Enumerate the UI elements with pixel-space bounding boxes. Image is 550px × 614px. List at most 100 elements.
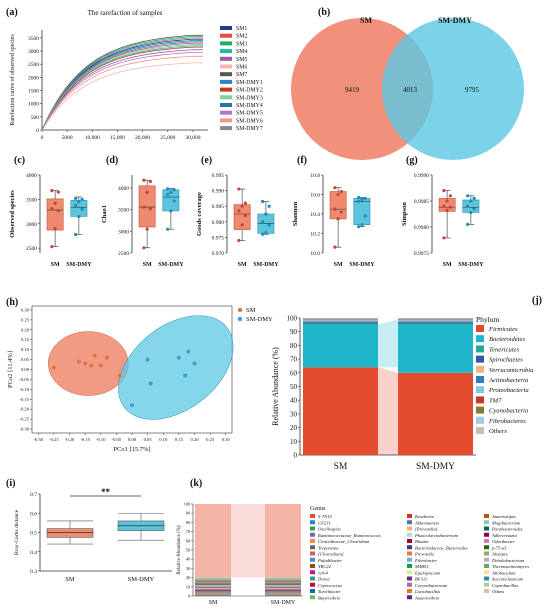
- legend-label-Roseburia: Roseburia: [414, 514, 435, 519]
- legend-swatch-Thermoactinomyces: [484, 564, 489, 568]
- data-point-d: [142, 178, 146, 182]
- y-tick-label-j: 20: [290, 424, 298, 432]
- legend-label-[Clostridium]: [Clostridium]: [318, 552, 344, 557]
- data-point-SM-DMY: [186, 349, 191, 354]
- data-point-c: [80, 197, 84, 201]
- x-tick-label-g: SM: [443, 262, 452, 268]
- y-tick-label-i: 0.5: [30, 531, 37, 537]
- stack-segment-Bacteroidetes: [303, 324, 378, 368]
- legend-label-Ruminococcaceae_Ruminococcus: Ruminococcaceae_Ruminococcus: [317, 533, 381, 538]
- stack-segment-Spirochaetes: [398, 322, 473, 324]
- stack-segment-Verrucomicrobia: [303, 321, 378, 323]
- y-tick-label-e: 0.990: [212, 189, 225, 195]
- legend-title-k: Genus: [310, 506, 326, 512]
- legend-swatch-Butyrivibrio: [310, 595, 315, 600]
- y-tick-label-a: 3500: [28, 36, 39, 42]
- legend-swatch-SM7: [220, 72, 232, 77]
- series-line-SM-DMY3: [41, 44, 203, 131]
- data-point-d: [172, 199, 176, 203]
- y-tick-label-h: 0.20: [21, 327, 30, 332]
- legend-label-Anaerostipes: Anaerostipes: [491, 514, 516, 519]
- data-point-d: [145, 227, 149, 231]
- legend-swatch-Dorea: [310, 576, 315, 581]
- y-tick-label-k: 40: [186, 557, 190, 562]
- legend-marker-SM-DMY: [237, 316, 243, 322]
- legend-swatch-SM-DMY3: [220, 95, 232, 100]
- data-point-c: [50, 245, 54, 249]
- legend-swatch-SM-DMY7: [220, 126, 232, 131]
- y-tick-label-j: 80: [290, 342, 298, 350]
- legend-label-SM-DMY: SM-DMY: [246, 316, 273, 323]
- data-point-e: [261, 220, 265, 224]
- legend-label-rc4-4: rc4-4: [318, 570, 328, 575]
- legend-label-SM1: SM1: [236, 26, 247, 32]
- legend-label-Clostridiaceae_Clostridium: Clostridiaceae_Clostridium: [318, 539, 370, 544]
- data-point-g: [472, 207, 476, 211]
- y-tick-label-d: 4000: [118, 186, 129, 192]
- legend-label-SM-DMY3: SM-DMY3: [236, 95, 263, 101]
- x-tick-label-d: SM-DMY: [158, 262, 184, 268]
- legend-swatch-SM1: [220, 26, 232, 30]
- y-tick-label-a: 2000: [28, 75, 39, 81]
- y-tick-label-j: 50: [290, 383, 298, 391]
- x-tick-label-f: SM: [334, 262, 343, 268]
- legend-swatch-Succiniclasticum: [484, 576, 489, 581]
- x-tick-label-h: 0.10: [159, 437, 168, 442]
- legend-label-SM-DMY1: SM-DMY1: [236, 80, 263, 86]
- x-tick-label-c: SM: [51, 262, 60, 268]
- legend-label-Parabacteroides: Parabacteroides: [491, 527, 523, 532]
- y-axis-label-a: Rarefaction curve of observed species: [9, 34, 16, 126]
- legend-swatch-Proteobacteria: [476, 386, 484, 394]
- data-point-f: [357, 225, 361, 229]
- legend-swatch-p-75-a5: [484, 545, 489, 550]
- legend-label-Actinobacteria: Actinobacteria: [488, 377, 529, 384]
- legend-swatch-Ruminococcaceae_Ruminococcus: [310, 532, 315, 537]
- legend-swatch-Tenericutes: [476, 345, 484, 353]
- legend-swatch-SMB53: [407, 564, 412, 568]
- legend-label-p-75-a5: p-75-a5: [491, 545, 507, 550]
- data-point-c: [74, 196, 78, 200]
- legend-swatch-Others: [476, 427, 484, 434]
- legend-label-YRC22: YRC22: [318, 564, 332, 569]
- legend-swatch-Firmicutes: [476, 325, 484, 332]
- y-tick-label-h: -0.25: [19, 417, 29, 422]
- data-point-SM: [51, 365, 56, 370]
- y-tick-label-j: 90: [290, 328, 298, 336]
- stack-segment-Actinobacteria: [398, 320, 473, 322]
- legend-swatch-Mogibacterium: [484, 520, 489, 525]
- data-point-f: [339, 210, 343, 214]
- y-tick-label-f: 10.4: [310, 212, 320, 218]
- x-tick-label-e: SM: [238, 262, 247, 268]
- data-point-f: [360, 223, 364, 227]
- legend-label-Bacteroidetes: Bacteroidetes: [489, 336, 525, 343]
- y-tick-label-k: 90: [186, 511, 190, 516]
- panel-label-a: (a): [6, 7, 18, 18]
- legend-swatch-Oscillospira: [310, 526, 315, 531]
- data-point-SM-DMY: [192, 361, 197, 366]
- panel-label-j: (j): [532, 295, 542, 306]
- y-tick-label-g: 0.9990: [414, 173, 429, 179]
- legend-label-Others: Others: [492, 589, 504, 594]
- data-point-SM-DMY: [145, 357, 150, 362]
- legend-marker-SM: [237, 307, 243, 313]
- data-point-e: [243, 201, 247, 205]
- x-tick-label-f: SM-DMY: [349, 262, 375, 268]
- data-point-f: [357, 195, 361, 200]
- y-tick-label-a: 1000: [28, 102, 39, 108]
- x-tick-label-k: SM-DMY: [271, 600, 296, 606]
- panel-label-e: (e): [201, 155, 212, 166]
- y-tick-label-h: 0.15: [21, 337, 30, 342]
- y-tick-label-e: 0.975: [212, 235, 225, 241]
- legend-label-Paludibacter: Paludibacter: [317, 558, 342, 563]
- data-point-f: [363, 196, 367, 200]
- data-point-g: [472, 196, 476, 200]
- legend-label-Fibrobacter: Fibrobacter: [414, 558, 437, 563]
- panel-label-f: (f): [297, 155, 307, 166]
- y-tick-label-j: 0: [294, 452, 298, 460]
- legend-label-Blautia: Blautia: [415, 539, 429, 544]
- venn-shared: 4013: [403, 86, 418, 94]
- legend-label-SMB53: SMB53: [415, 564, 429, 569]
- legend-swatch-[Prevotella]: [407, 526, 412, 531]
- legend-swatch-Allobaculum: [484, 570, 489, 575]
- legend-label-Oscillospira: Oscillospira: [318, 527, 341, 532]
